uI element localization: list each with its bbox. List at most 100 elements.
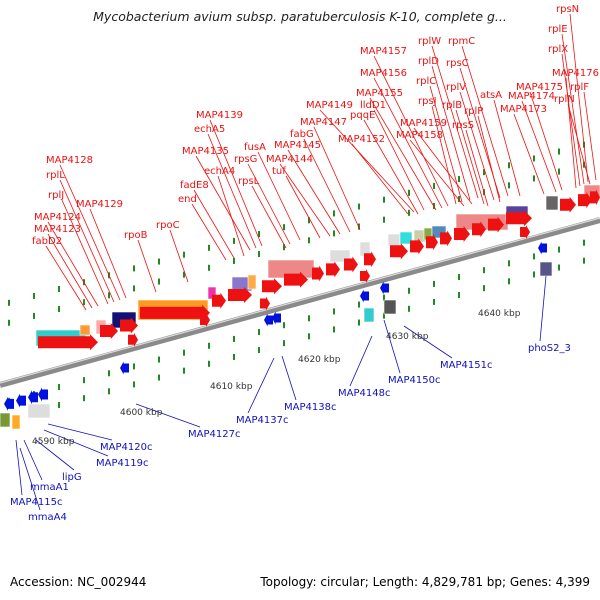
scale-tick [508,162,510,169]
feature-box [383,299,397,315]
forward-gene-arrow [410,238,424,255]
scale-tick [308,333,310,340]
forward-gene-arrow [506,210,532,227]
reverse-gene-label: mmaA4 [28,512,67,523]
scale-tick [83,299,85,306]
reverse-gene-arrow [28,390,38,405]
forward-gene-label: MAP4135 [182,146,229,157]
reverse-gene-label: MAP4127c [188,429,240,440]
scale-tick [583,257,585,264]
forward-gene-arrow [590,189,600,206]
leader-line [193,189,235,259]
forward-gene-arrow [38,334,98,351]
scale-tick [283,224,285,231]
scale-tick [408,209,410,216]
forward-gene-label: MAP4159 [400,118,447,129]
leader-line [319,109,415,213]
leader-line [61,199,109,305]
scale-tick [208,360,210,367]
scale-tick [558,148,560,155]
reverse-gene-label: mmaA1 [30,482,69,493]
leader-line [349,335,373,387]
forward-gene-arrow [284,271,308,288]
scale-tick [8,299,10,306]
reverse-gene-label: lipG [62,472,82,483]
scale-label: 4630 kbp [386,332,429,342]
forward-gene-label: rplN [554,94,575,105]
scale-tick [583,239,585,246]
leader-line [35,439,75,471]
forward-gene-label: rpmC [448,36,475,47]
scale-tick [483,169,485,176]
forward-gene-label: rplF [570,82,589,93]
leader-line [373,55,449,207]
scale-tick [483,267,485,274]
forward-gene-label: rpsJ [418,96,437,107]
feature-box [0,412,11,428]
forward-gene-label: MAP4175 [516,82,563,93]
forward-gene-arrow [128,332,138,347]
forward-gene-label: echA4 [204,166,235,177]
scale-tick [33,312,35,319]
forward-gene-arrow [560,196,576,213]
forward-gene-arrow [120,317,138,334]
forward-gene-label: rpsS [452,120,474,131]
scale-tick [108,292,110,299]
forward-gene-label: rplE [548,24,568,35]
scale-tick [133,285,135,292]
leader-line [409,139,465,207]
forward-gene-label: rplV [446,82,466,93]
scale-tick [308,217,310,224]
forward-gene-label: MAP4176 [552,68,599,79]
feature-box [539,261,553,277]
leader-line [251,185,287,249]
leader-line [539,275,547,342]
reverse-gene-label: MAP4151c [440,360,492,371]
scale-tick [583,161,585,168]
forward-gene-label: rplX [548,44,568,55]
scale-tick [258,231,260,238]
leader-line [47,233,93,309]
leader-line [373,77,443,209]
scale-tick [208,264,210,271]
reverse-gene-label: MAP4137c [236,415,288,426]
forward-gene-arrow [488,216,504,233]
scale-tick [158,356,160,363]
forward-gene-arrow [390,243,408,260]
forward-gene-label: MAP4149 [306,100,353,111]
forward-gene-arrow [440,230,452,247]
reverse-gene-arrow [4,396,14,411]
forward-gene-label: rplJ [48,190,64,201]
genome-map[interactable]: rpsNrplErplXMAP4176rplFMAP4175rplNMAP417… [0,0,600,560]
forward-gene-label: fabD2 [32,236,62,247]
scale-tick [558,264,560,271]
leader-line [135,403,201,428]
leader-line [373,109,425,211]
forward-labels: rpsNrplErplXMAP4176rplFMAP4175rplNMAP417… [32,4,599,247]
reverse-gene-label: MAP4119c [96,458,148,469]
leader-line [59,179,115,303]
forward-gene-label: MAP4144 [266,154,313,165]
scale-tick [458,196,460,203]
scale-tick [133,363,135,370]
leader-line [431,45,479,199]
forward-gene-label: MAP4129 [76,199,123,210]
scale-tick [233,237,235,244]
scale-tick [408,189,410,196]
scale-tick [458,274,460,281]
leader-line [43,429,109,457]
leader-line [247,163,291,245]
reverse-gene-arrow [380,281,389,295]
scale-tick [358,203,360,210]
scale-tick [558,168,560,175]
scale-tick [83,377,85,384]
reverse-gene-arrow [272,311,281,325]
leader-line [281,355,297,401]
leader-line [45,245,87,311]
reverse-gene-arrow [16,393,26,408]
scale-tick [358,223,360,230]
scale-tick [408,305,410,312]
forward-gene-label: pqqE [350,110,375,121]
scale-label: 4620 kbp [298,355,341,365]
forward-gene-label: fadE8 [180,180,209,191]
